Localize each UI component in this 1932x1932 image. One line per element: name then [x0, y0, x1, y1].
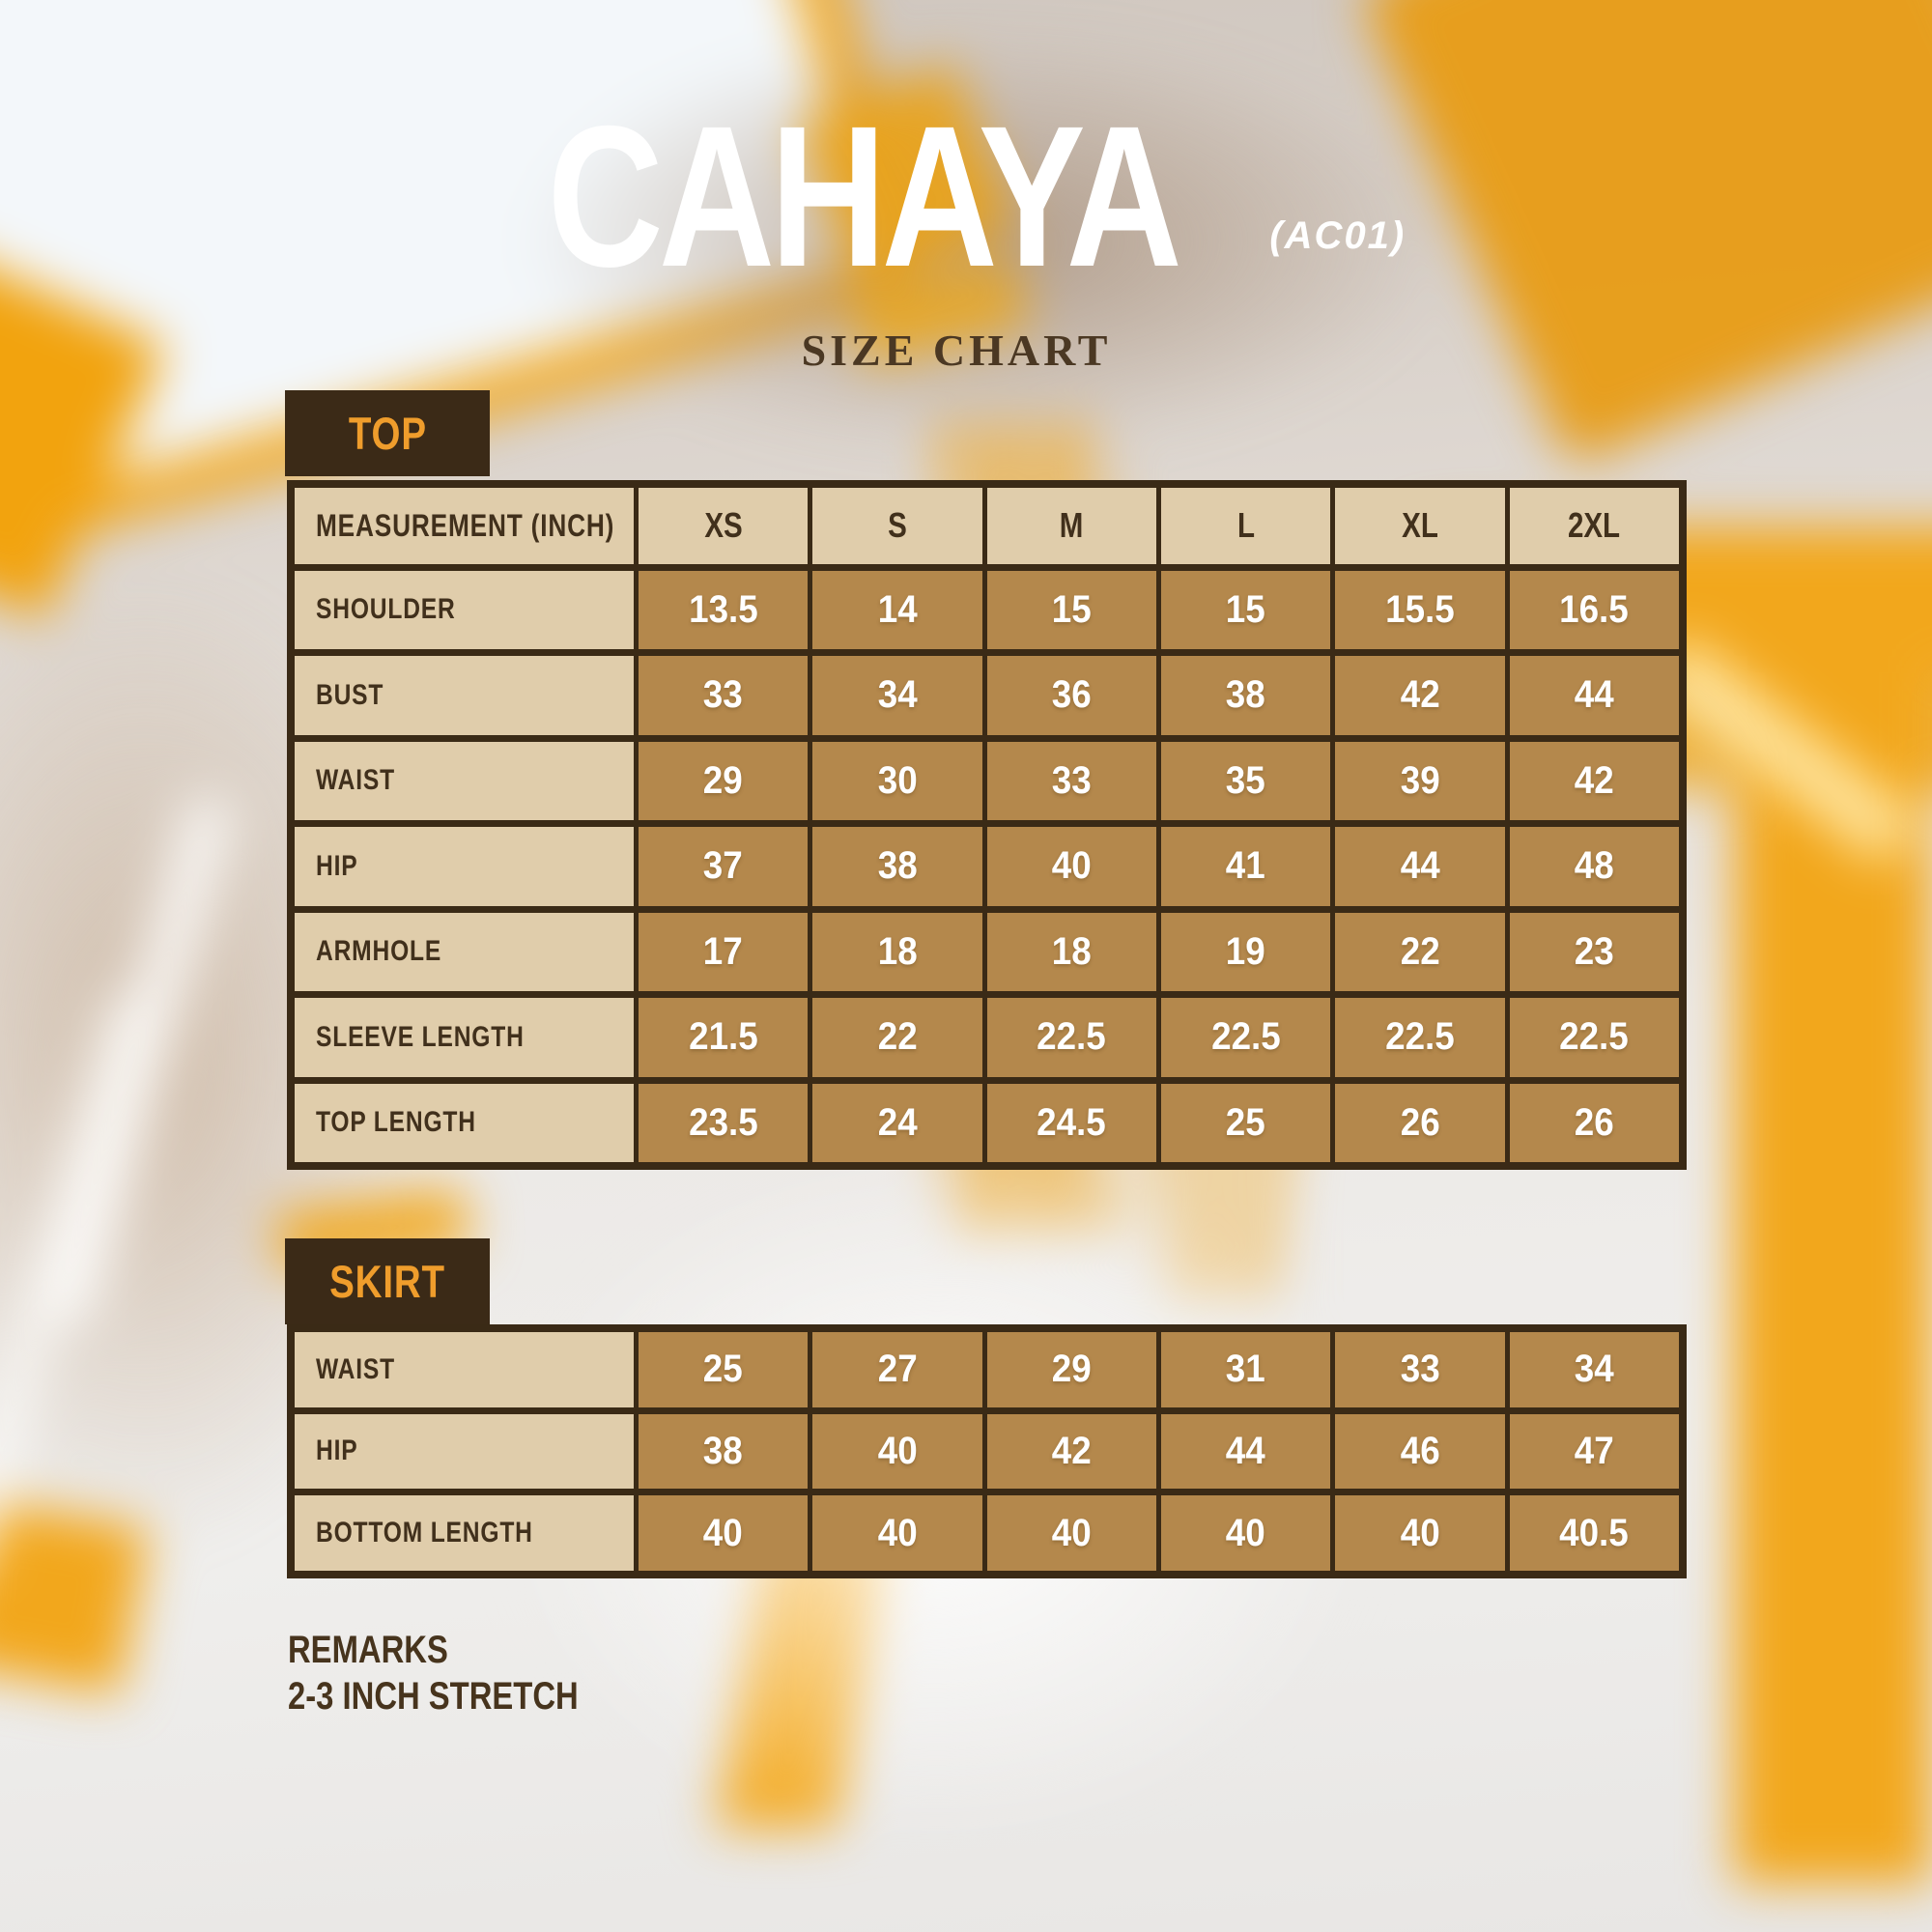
row-label: SLEEVE LENGTH — [295, 998, 634, 1077]
measurement-value: 33 — [986, 741, 1156, 820]
measurement-value: 24.5 — [986, 1083, 1156, 1162]
measurement-value: 48 — [1509, 827, 1679, 906]
section-badge-top-label: TOP — [348, 408, 427, 459]
measurement-value: 14 — [812, 570, 982, 649]
measurement-value: 40 — [1335, 1495, 1505, 1571]
measurement-value: 38 — [812, 827, 982, 906]
measurement-value: 42 — [986, 1413, 1156, 1490]
row-label: SHOULDER — [295, 570, 634, 649]
measurement-value: 30 — [812, 741, 982, 820]
measurement-value: 38 — [1160, 656, 1331, 735]
column-header-size: L — [1160, 488, 1331, 564]
measurement-value: 46 — [1335, 1413, 1505, 1490]
column-header-size: S — [812, 488, 982, 564]
section-badge-skirt: SKIRT — [285, 1238, 490, 1324]
measurement-value: 42 — [1335, 656, 1505, 735]
section-badge-skirt-label: SKIRT — [329, 1256, 445, 1307]
row-label: HIP — [295, 1413, 634, 1490]
measurement-value: 34 — [812, 656, 982, 735]
measurement-value: 40 — [812, 1495, 982, 1571]
measurement-value: 18 — [986, 912, 1156, 991]
measurement-value: 41 — [1160, 827, 1331, 906]
measurement-value: 23.5 — [639, 1083, 809, 1162]
column-header-size: XS — [639, 488, 809, 564]
row-label: WAIST — [295, 1332, 634, 1407]
measurement-value: 25 — [639, 1332, 809, 1407]
row-label: BUST — [295, 656, 634, 735]
measurement-value: 29 — [986, 1332, 1156, 1407]
section-badge-top: TOP — [285, 390, 490, 476]
measurement-value: 13.5 — [639, 570, 809, 649]
measurement-value: 19 — [1160, 912, 1331, 991]
brand-title: CAHAYA — [547, 85, 1181, 309]
measurement-value: 44 — [1335, 827, 1505, 906]
measurement-value: 37 — [639, 827, 809, 906]
measurement-value: 16.5 — [1509, 570, 1679, 649]
bg-shadow-tint-top — [522, 29, 1449, 454]
measurement-value: 36 — [986, 656, 1156, 735]
measurement-value: 15 — [986, 570, 1156, 649]
column-header-measurement: MEASUREMENT (INCH) — [295, 488, 634, 564]
row-label: WAIST — [295, 741, 634, 820]
measurement-value: 40 — [986, 1495, 1156, 1571]
page-subtitle: SIZE CHART — [801, 326, 1112, 375]
measurement-value: 44 — [1509, 656, 1679, 735]
measurement-value: 40.5 — [1509, 1495, 1679, 1571]
column-header-size: XL — [1335, 488, 1505, 564]
row-label: ARMHOLE — [295, 912, 634, 991]
row-label: BOTTOM LENGTH — [295, 1495, 634, 1571]
measurement-value: 26 — [1509, 1083, 1679, 1162]
measurement-value: 26 — [1335, 1083, 1505, 1162]
measurement-value: 25 — [1160, 1083, 1331, 1162]
measurement-value: 27 — [812, 1332, 982, 1407]
measurement-value: 34 — [1509, 1332, 1679, 1407]
measurement-value: 31 — [1160, 1332, 1331, 1407]
measurement-value: 40 — [1160, 1495, 1331, 1571]
row-label: HIP — [295, 827, 634, 906]
top-size-table: MEASUREMENT (INCH) XS S M L XL 2XL SHOUL… — [287, 480, 1687, 1170]
bg-orange-block-bottom-left — [0, 1497, 149, 1695]
column-header-size: M — [986, 488, 1156, 564]
measurement-value: 40 — [812, 1413, 982, 1490]
measurement-value: 44 — [1160, 1413, 1331, 1490]
remarks-heading: REMARKS — [288, 1629, 448, 1671]
measurement-value: 18 — [812, 912, 982, 991]
measurement-value: 22 — [1335, 912, 1505, 991]
measurement-value: 22.5 — [1509, 998, 1679, 1077]
measurement-value: 33 — [639, 656, 809, 735]
remarks-block: REMARKS 2-3 INCH STRETCH — [288, 1627, 642, 1719]
measurement-value: 35 — [1160, 741, 1331, 820]
measurement-value: 38 — [639, 1413, 809, 1490]
measurement-value: 22.5 — [986, 998, 1156, 1077]
header: CAHAYA (AC01) — [0, 97, 1874, 298]
measurement-value: 21.5 — [639, 998, 809, 1077]
measurement-value: 22.5 — [1335, 998, 1505, 1077]
skirt-size-table: WAIST 25 27 29 31 33 34 HIP 38 40 42 44 … — [287, 1324, 1687, 1578]
row-label: TOP LENGTH — [295, 1083, 634, 1162]
column-header-size: 2XL — [1509, 488, 1679, 564]
measurement-value: 22.5 — [1160, 998, 1331, 1077]
measurement-value: 40 — [639, 1495, 809, 1571]
measurement-value: 22 — [812, 998, 982, 1077]
measurement-value: 24 — [812, 1083, 982, 1162]
measurement-value: 39 — [1335, 741, 1505, 820]
measurement-value: 40 — [986, 827, 1156, 906]
measurement-value: 15 — [1160, 570, 1331, 649]
measurement-value: 17 — [639, 912, 809, 991]
measurement-value: 23 — [1509, 912, 1679, 991]
measurement-value: 42 — [1509, 741, 1679, 820]
product-code: (AC01) — [1269, 214, 1406, 257]
measurement-value: 47 — [1509, 1413, 1679, 1490]
measurement-value: 29 — [639, 741, 809, 820]
measurement-value: 15.5 — [1335, 570, 1505, 649]
remarks-text: 2-3 INCH STRETCH — [288, 1675, 579, 1718]
measurement-value: 33 — [1335, 1332, 1505, 1407]
